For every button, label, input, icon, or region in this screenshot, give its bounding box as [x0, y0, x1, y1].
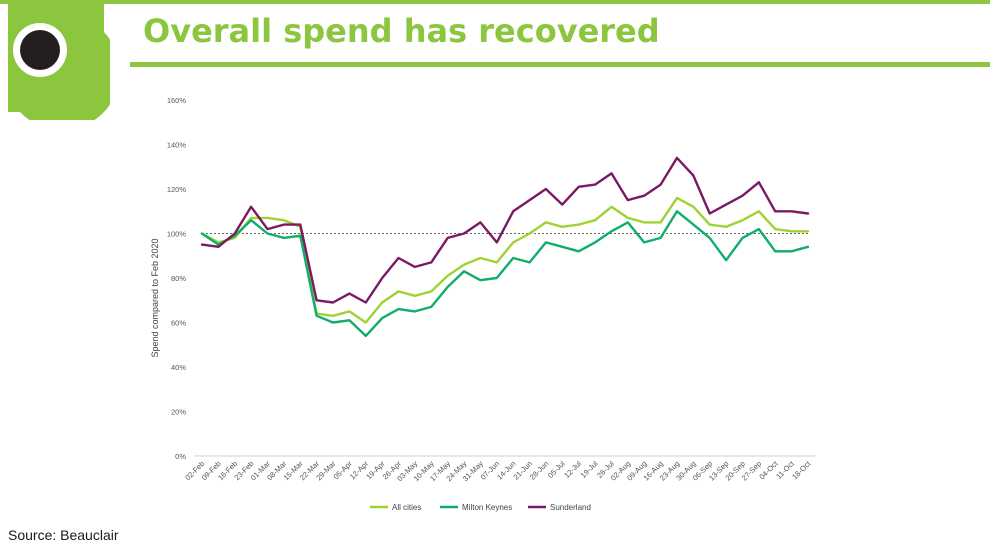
y-tick-label: 80%	[171, 274, 186, 283]
legend-label: Sunderland	[550, 503, 591, 512]
y-tick-label: 60%	[171, 319, 186, 328]
brand-logo	[8, 0, 110, 120]
slide-title: Overall spend has recovered	[143, 12, 660, 50]
y-tick-label: 140%	[167, 141, 187, 150]
y-tick-label: 0%	[175, 452, 186, 461]
legend-label: Milton Keynes	[462, 503, 512, 512]
y-tick-label: 160%	[167, 96, 187, 105]
y-tick-label: 40%	[171, 363, 186, 372]
series-line-sunderland	[200, 156, 810, 304]
logo-dot	[20, 30, 60, 70]
y-tick-label: 20%	[171, 408, 186, 417]
y-axis-title: Spend compared to Feb 2020	[150, 238, 160, 357]
top-accent-rule	[0, 0, 990, 4]
legend-label: All cities	[392, 503, 421, 512]
x-tick-label: 18-Oct	[790, 458, 813, 481]
y-tick-label: 100%	[167, 230, 187, 239]
x-tick-label: 05-Jul	[546, 459, 567, 480]
title-underline	[130, 62, 990, 67]
series-line-milton-keynes	[200, 210, 810, 338]
source-note: Source: Beauclair	[8, 527, 119, 543]
x-tick-label: 28-Jun	[528, 459, 551, 482]
y-tick-label: 120%	[167, 185, 187, 194]
series-line-all-cities	[200, 196, 810, 324]
x-tick-label: 19-Jul	[579, 459, 600, 480]
x-tick-label: 12-Jul	[562, 459, 583, 480]
